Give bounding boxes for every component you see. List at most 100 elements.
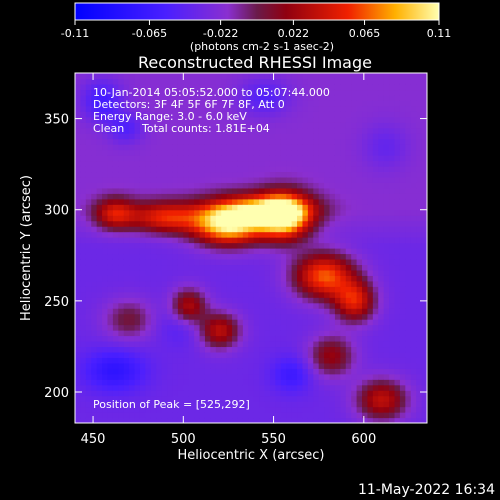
heatmap-cell — [324, 89, 331, 96]
heatmap-cell — [345, 144, 352, 151]
heatmap-cell — [372, 198, 379, 205]
heatmap-cell — [134, 269, 141, 276]
heatmap-cell — [215, 258, 222, 266]
heatmap-cell — [85, 100, 92, 107]
heatmap-cell — [91, 275, 98, 282]
heatmap-cell — [318, 264, 325, 271]
heatmap-cell — [194, 297, 201, 304]
heatmap-cell — [188, 368, 195, 375]
heatmap-cell — [91, 165, 98, 173]
heatmap-cell — [91, 198, 98, 205]
heatmap-cell — [362, 302, 369, 309]
heatmap-cell — [107, 155, 114, 162]
heatmap-cell — [372, 373, 379, 380]
heatmap-cell — [161, 231, 168, 238]
heatmap-cell — [340, 264, 347, 271]
heatmap-cell — [177, 335, 184, 342]
heatmap-cell — [199, 379, 206, 386]
heatmap-cell — [96, 220, 103, 227]
heatmap-cell — [307, 133, 314, 140]
heatmap-cell — [307, 417, 314, 423]
heatmap-cell — [318, 198, 325, 205]
heatmap-cell — [123, 395, 130, 402]
heatmap-cell — [259, 73, 266, 80]
heatmap-cell — [172, 286, 179, 293]
heatmap-cell — [259, 83, 266, 91]
heatmap-cell — [75, 330, 82, 337]
heatmap-cell — [161, 286, 168, 293]
heatmap-cell — [286, 116, 293, 123]
heatmap-cell — [129, 335, 136, 342]
heatmap-cell — [286, 335, 293, 342]
heatmap-cell — [107, 401, 114, 408]
heatmap-cell — [199, 357, 206, 364]
heatmap-cell — [129, 406, 136, 413]
heatmap-cell — [172, 390, 179, 397]
heatmap-cell — [242, 182, 249, 189]
heatmap-cell — [199, 144, 206, 151]
heatmap-cell — [313, 116, 320, 123]
heatmap-cell — [318, 390, 325, 397]
heatmap-cell — [232, 133, 239, 140]
heatmap-cell — [221, 330, 228, 337]
heatmap-cell — [356, 160, 363, 167]
heatmap-cell — [123, 302, 130, 309]
heatmap-cell — [226, 144, 233, 151]
heatmap-cell — [307, 122, 314, 129]
heatmap-cell — [275, 357, 282, 364]
heatmap-cell — [80, 111, 87, 118]
heatmap-cell — [91, 127, 98, 134]
heatmap-cell — [416, 116, 423, 123]
heatmap-cell — [399, 319, 406, 326]
heatmap-cell — [410, 297, 417, 304]
heatmap-cell — [221, 264, 228, 271]
heatmap-cell — [139, 248, 146, 255]
heatmap-cell — [297, 105, 304, 112]
heatmap-cell — [145, 308, 152, 315]
heatmap-cell — [421, 122, 427, 129]
heatmap-cell — [134, 94, 141, 101]
heatmap-cell — [123, 198, 130, 205]
heatmap-cell — [226, 390, 233, 397]
heatmap-cell — [307, 340, 314, 348]
heatmap-cell — [269, 297, 276, 304]
heatmap-cell — [123, 253, 130, 260]
heatmap-cell — [96, 248, 103, 255]
heatmap-cell — [362, 187, 369, 194]
heatmap-cell — [177, 384, 184, 391]
heatmap-cell — [75, 155, 82, 162]
heatmap-cell — [156, 357, 163, 364]
heatmap-cell — [118, 111, 125, 118]
heatmap-cell — [237, 373, 244, 380]
heatmap-cell — [291, 330, 298, 337]
heatmap-cell — [226, 100, 233, 107]
heatmap-cell — [80, 275, 87, 282]
heatmap-cell — [139, 149, 146, 156]
heatmap-cell — [167, 204, 174, 211]
heatmap-cell — [237, 231, 244, 238]
heatmap-cell — [378, 100, 385, 107]
heatmap-cell — [85, 340, 92, 348]
heatmap-cell — [340, 379, 347, 386]
heatmap-cell — [269, 368, 276, 375]
heatmap-cell — [123, 351, 130, 358]
heatmap-cell — [367, 182, 374, 189]
heatmap-cell — [118, 401, 125, 408]
heatmap-cell — [313, 198, 320, 205]
heatmap-cell — [389, 406, 396, 413]
heatmap-cell — [150, 204, 157, 211]
heatmap-cell — [85, 122, 92, 129]
heatmap-cell — [118, 286, 125, 293]
heatmap-cell — [291, 297, 298, 304]
heatmap-cell — [75, 346, 82, 353]
heatmap-cell — [123, 308, 130, 315]
heatmap-cell — [383, 340, 390, 348]
heatmap-cell — [275, 187, 282, 194]
heatmap-cell — [80, 324, 87, 331]
heatmap-cell — [156, 379, 163, 386]
heatmap-cell — [232, 319, 239, 326]
heatmap-cell — [129, 362, 136, 369]
heatmap-cell — [367, 269, 374, 276]
heatmap-cell — [297, 204, 304, 211]
heatmap-cell — [221, 209, 228, 216]
